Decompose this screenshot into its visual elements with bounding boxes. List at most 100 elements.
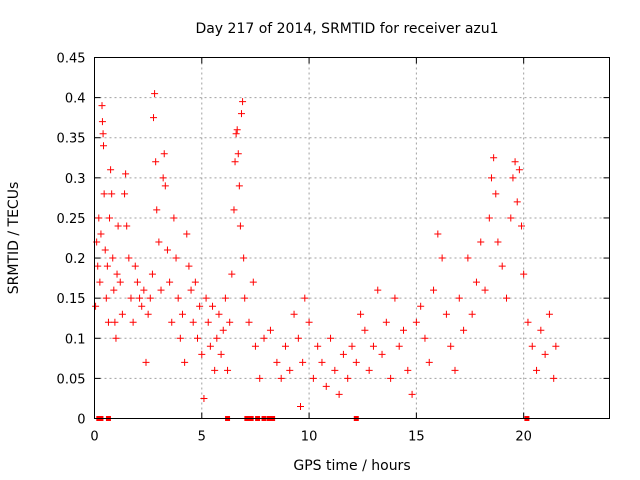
data-point <box>202 294 210 302</box>
data-point <box>183 230 191 238</box>
data-point <box>96 278 104 286</box>
data-point <box>352 358 360 366</box>
data-point <box>92 302 100 310</box>
data-point <box>430 286 438 294</box>
data-point <box>98 102 106 110</box>
data-point <box>112 334 120 342</box>
data-point <box>277 374 285 382</box>
data-point <box>189 318 197 326</box>
data-point <box>161 182 169 190</box>
data-point <box>485 214 493 222</box>
data-point <box>168 318 176 326</box>
data-point <box>185 262 193 270</box>
data-point <box>309 374 317 382</box>
data-point <box>481 286 489 294</box>
data-point <box>170 214 178 222</box>
y-axis-label: SRMTID / TECUs <box>6 182 22 295</box>
data-point <box>140 286 148 294</box>
data-point <box>129 318 137 326</box>
data-point <box>187 286 195 294</box>
data-point <box>108 190 116 198</box>
data-point <box>152 158 160 166</box>
data-point <box>241 294 249 302</box>
data-point <box>194 334 201 342</box>
data-point <box>404 366 412 374</box>
data-point <box>382 318 390 326</box>
data-point <box>106 214 114 222</box>
data-point <box>507 214 515 222</box>
data-point <box>151 90 159 98</box>
data-point <box>524 318 532 326</box>
data-point <box>498 262 506 270</box>
data-point <box>550 374 558 382</box>
data-point <box>417 302 425 310</box>
data-point <box>515 166 523 174</box>
data-point <box>103 262 111 270</box>
data-point <box>421 334 429 342</box>
x-tick-label: 20 <box>515 430 532 445</box>
data-point <box>215 310 223 318</box>
data-point <box>245 318 253 326</box>
y-tick-label: 0.15 <box>57 292 86 307</box>
data-point <box>541 350 549 358</box>
data-point <box>233 126 241 134</box>
data-point <box>472 278 480 286</box>
data-point <box>230 206 238 214</box>
data-point <box>438 254 446 262</box>
data-point <box>107 166 115 174</box>
data-point <box>451 366 459 374</box>
y-tick-label: 0.1 <box>65 332 86 347</box>
y-tick-label: 0.25 <box>57 212 86 227</box>
grid-lines <box>94 57 610 419</box>
data-point <box>111 318 119 326</box>
data-point <box>408 390 416 398</box>
data-point <box>301 294 309 302</box>
data-point <box>191 278 199 286</box>
data-point <box>131 262 139 270</box>
data-point <box>94 262 102 270</box>
data-point <box>102 294 110 302</box>
data-point <box>231 158 239 166</box>
data-point <box>395 342 403 350</box>
data-point <box>150 114 158 122</box>
y-tick-label: 0 <box>77 413 85 428</box>
data-point <box>234 150 242 158</box>
data-point <box>442 310 450 318</box>
data-point <box>400 326 407 334</box>
data-point <box>487 174 495 182</box>
data-point <box>299 358 307 366</box>
data-point <box>204 318 212 326</box>
data-point <box>122 170 130 178</box>
data-point <box>273 358 281 366</box>
data-point <box>159 174 167 182</box>
data-point <box>297 402 304 410</box>
data-point <box>142 358 150 366</box>
data-point <box>136 294 144 302</box>
data-point <box>468 310 476 318</box>
data-point <box>232 130 240 138</box>
data-point <box>224 366 232 374</box>
data-point <box>209 302 217 310</box>
y-tick-label: 0.2 <box>65 252 86 267</box>
data-point <box>116 278 124 286</box>
data-point <box>327 334 335 342</box>
data-point <box>155 238 163 246</box>
data-point <box>113 270 121 278</box>
data-point <box>314 342 322 350</box>
data-point <box>528 342 536 350</box>
chart-title: Day 217 of 2014, SRMTID for receiver azu… <box>195 21 498 37</box>
data-point <box>157 286 165 294</box>
data-point <box>260 334 268 342</box>
data-point <box>133 278 141 286</box>
data-point <box>100 190 108 198</box>
data-point <box>146 294 154 302</box>
data-point <box>281 342 289 350</box>
data-point <box>123 222 131 230</box>
data-point <box>109 254 117 262</box>
data-point <box>153 206 161 214</box>
data-point <box>239 98 247 106</box>
data-point <box>104 318 112 326</box>
data-point <box>101 246 109 254</box>
y-tick-label: 0.45 <box>57 52 86 67</box>
data-point <box>503 294 510 302</box>
